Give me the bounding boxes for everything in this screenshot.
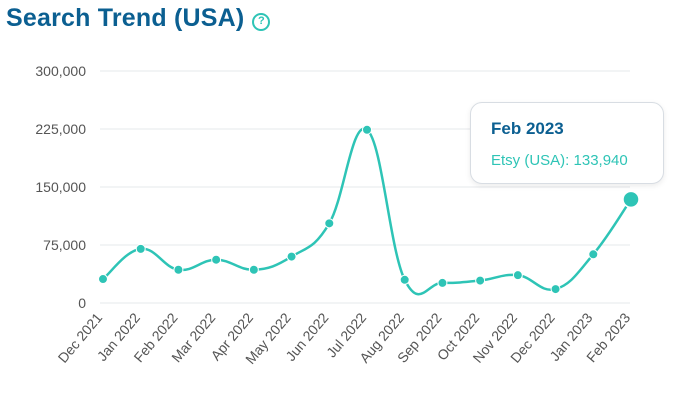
tooltip-value: Etsy (USA): 133,940	[491, 152, 628, 169]
data-point	[550, 284, 561, 295]
y-tick-label: 225,000	[35, 121, 86, 137]
y-tick-label: 75,000	[43, 237, 86, 253]
title-row: Search Trend (USA) ?	[6, 4, 271, 33]
y-tick-label: 0	[78, 295, 86, 311]
data-point	[437, 277, 448, 288]
question-circle-icon[interactable]: ?	[252, 12, 271, 31]
data-point	[475, 275, 486, 286]
data-point	[135, 243, 146, 254]
chart-tooltip: Feb 2023 Etsy (USA): 133,940	[470, 102, 664, 184]
data-point	[286, 251, 297, 262]
data-point	[248, 264, 259, 275]
data-point	[588, 249, 599, 260]
tooltip-title: Feb 2023	[491, 119, 564, 138]
y-tick-label: 150,000	[35, 179, 86, 195]
data-point	[362, 124, 372, 135]
data-point	[98, 274, 108, 285]
data-point	[211, 254, 222, 265]
data-point	[399, 274, 410, 285]
y-tick-label: 300,000	[35, 63, 86, 79]
highlighted-data-point	[622, 190, 640, 209]
page-title: Search Trend (USA)	[6, 4, 245, 32]
data-point	[512, 270, 523, 281]
data-point	[173, 264, 184, 275]
data-point	[324, 218, 335, 229]
